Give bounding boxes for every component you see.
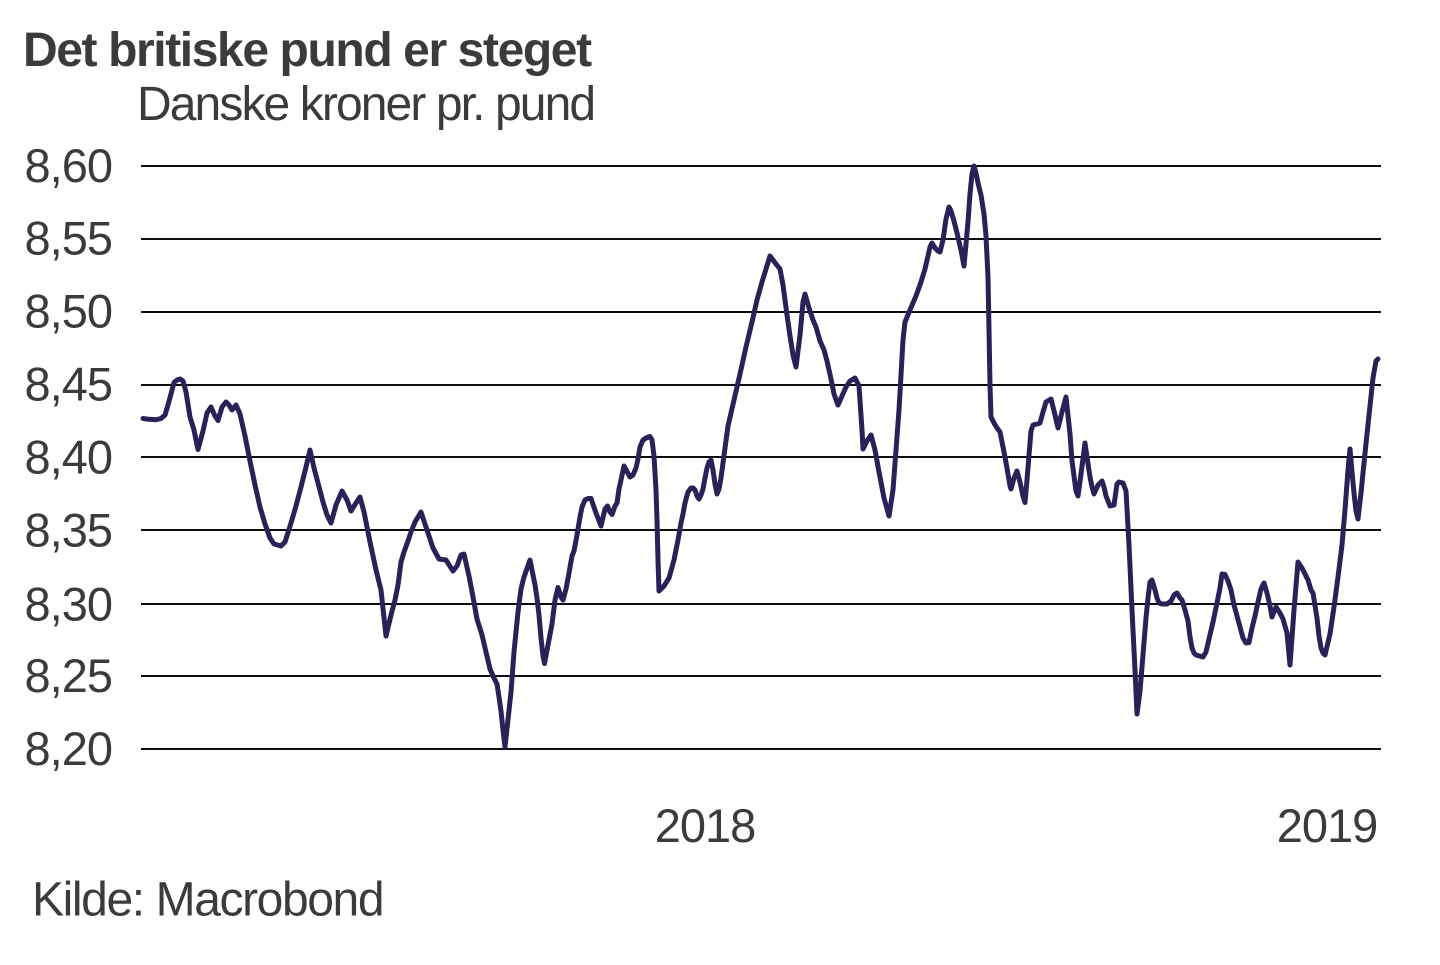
- svg-text:Danske kroner pr. pund: Danske kroner pr. pund: [137, 78, 594, 131]
- svg-text:8,35: 8,35: [25, 503, 112, 556]
- svg-text:8,20: 8,20: [25, 722, 112, 775]
- svg-text:8,50: 8,50: [25, 285, 112, 338]
- svg-text:8,30: 8,30: [25, 577, 112, 630]
- svg-text:8,55: 8,55: [25, 212, 112, 265]
- svg-text:8,60: 8,60: [25, 139, 112, 192]
- svg-text:8,45: 8,45: [25, 358, 112, 411]
- svg-text:Det britiske pund er steget: Det britiske pund er steget: [23, 24, 592, 77]
- svg-text:8,40: 8,40: [25, 430, 112, 483]
- svg-text:8,25: 8,25: [25, 649, 112, 702]
- svg-text:2019: 2019: [1277, 799, 1378, 852]
- svg-text:Kilde: Macrobond: Kilde: Macrobond: [32, 874, 383, 927]
- svg-text:2018: 2018: [655, 799, 756, 852]
